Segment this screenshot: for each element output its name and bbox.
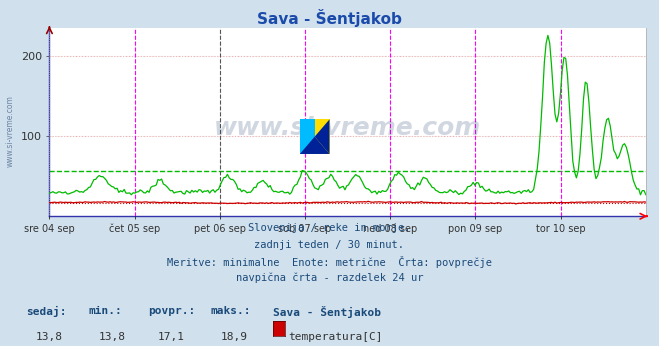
Text: sedaj:: sedaj: [26,306,67,317]
Text: 18,9: 18,9 [221,332,247,342]
Polygon shape [300,137,330,154]
Text: min.:: min.: [89,306,123,316]
Bar [315,119,330,154]
Text: povpr.:: povpr.: [148,306,196,316]
Text: Sava - Šentjakob: Sava - Šentjakob [273,306,382,318]
Text: www.si-vreme.com: www.si-vreme.com [214,116,481,140]
Text: 17,1: 17,1 [158,332,185,342]
Bar [300,119,315,154]
Text: maks.:: maks.: [211,306,251,316]
Text: 13,8: 13,8 [99,332,125,342]
Text: navpična črta - razdelek 24 ur: navpična črta - razdelek 24 ur [236,273,423,283]
Text: www.si-vreme.com: www.si-vreme.com [5,95,14,167]
Text: zadnji teden / 30 minut.: zadnji teden / 30 minut. [254,240,405,250]
Text: Slovenija / reke in morje.: Slovenija / reke in morje. [248,223,411,233]
Polygon shape [315,119,330,154]
Text: Sava - Šentjakob: Sava - Šentjakob [257,9,402,27]
Text: temperatura[C]: temperatura[C] [288,332,382,342]
Text: 13,8: 13,8 [36,332,63,342]
Text: Meritve: minimalne  Enote: metrične  Črta: povprečje: Meritve: minimalne Enote: metrične Črta:… [167,256,492,268]
